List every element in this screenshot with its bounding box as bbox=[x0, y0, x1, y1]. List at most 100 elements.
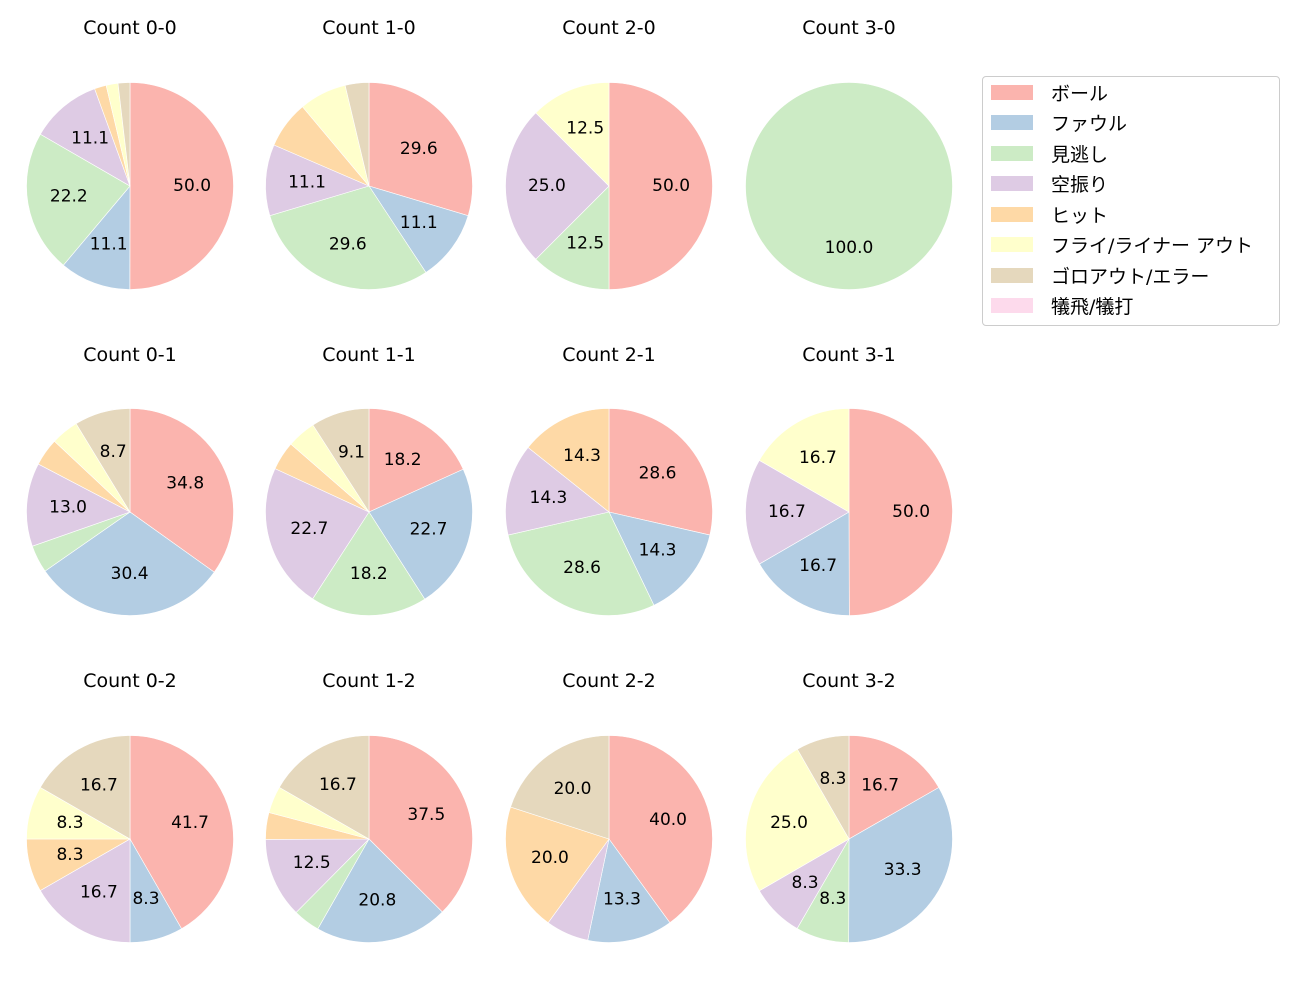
pie-slice bbox=[848, 787, 953, 943]
legend-item-fly-liner-out: フライ/ライナー アウト bbox=[991, 230, 1253, 260]
pie-title: Count 0-1 bbox=[83, 344, 177, 366]
pie-title: Count 1-2 bbox=[322, 670, 416, 692]
pie-slice bbox=[344, 82, 370, 187]
pie-slice bbox=[507, 511, 655, 616]
pie-slice bbox=[527, 408, 610, 513]
pie-slice bbox=[535, 185, 610, 290]
pie-slice bbox=[39, 88, 131, 187]
legend-label: 犠飛/犠打 bbox=[1051, 296, 1134, 318]
legend-swatch bbox=[991, 267, 1033, 283]
slice-label: 20.0 bbox=[531, 848, 569, 868]
pie-slice bbox=[510, 735, 610, 840]
pie-slice bbox=[608, 511, 711, 606]
pie-slice bbox=[62, 185, 131, 290]
slice-label: 14.3 bbox=[530, 488, 568, 508]
slice-label: 16.7 bbox=[861, 775, 899, 795]
legend-item-sacrifice: 犠飛/犠打 bbox=[991, 291, 1133, 321]
slice-label: 28.6 bbox=[639, 463, 677, 483]
legend-item-hit: ヒット bbox=[991, 199, 1108, 229]
slice-label: 8.3 bbox=[56, 845, 83, 865]
pie-title: Count 2-0 bbox=[562, 17, 656, 39]
pie-title: Count 3-2 bbox=[802, 670, 896, 692]
slice-label: 8.3 bbox=[819, 889, 846, 909]
pie-slice bbox=[129, 735, 234, 930]
slice-label: 16.7 bbox=[768, 502, 806, 522]
pie-slice bbox=[368, 82, 473, 217]
pie-slice bbox=[759, 511, 850, 616]
slice-label: 25.0 bbox=[528, 176, 566, 196]
pie-slice bbox=[117, 82, 131, 187]
pie-title: Count 1-1 bbox=[322, 344, 416, 366]
legend-label: ヒット bbox=[1051, 204, 1109, 227]
pie-slice bbox=[317, 838, 443, 943]
slice-label: 11.1 bbox=[288, 172, 326, 192]
legend-item-called-strike: 見逃し bbox=[991, 138, 1108, 168]
slice-label: 18.2 bbox=[384, 450, 422, 470]
legend-swatch bbox=[991, 176, 1033, 191]
pie-title: Count 1-0 bbox=[322, 17, 416, 39]
pie-chart: 34.8 30.4 13.0 8.7 bbox=[26, 408, 234, 616]
slice-label: 16.7 bbox=[799, 448, 837, 468]
slice-label: 13.0 bbox=[49, 498, 87, 518]
slice-label: 50.0 bbox=[173, 176, 211, 196]
slice-label: 14.3 bbox=[639, 541, 677, 561]
slice-label: 16.7 bbox=[799, 556, 837, 576]
pie-chart: 40.0 13.3 20.0 20.0 bbox=[505, 735, 713, 943]
slice-label: 8.3 bbox=[132, 889, 159, 909]
slice-label: 16.7 bbox=[80, 883, 118, 903]
pie-chart: 28.6 14.3 28.6 14.3 14.3 bbox=[505, 408, 713, 616]
slice-label: 28.6 bbox=[563, 558, 601, 578]
pie-slice bbox=[608, 735, 713, 924]
pie-chart: 50.0 16.7 16.7 16.7 bbox=[745, 408, 953, 616]
pie-slice bbox=[26, 133, 131, 266]
pie-slice bbox=[129, 408, 234, 573]
pie-slice bbox=[368, 408, 464, 513]
legend-swatch bbox=[991, 115, 1033, 130]
pie-slice bbox=[758, 408, 850, 513]
slice-label: 16.7 bbox=[80, 775, 118, 795]
pie-slice bbox=[505, 447, 610, 536]
legend-swatch bbox=[991, 206, 1033, 222]
pie-slice bbox=[587, 838, 671, 943]
pie-slice bbox=[368, 185, 469, 273]
pie-title: Count 0-0 bbox=[83, 17, 177, 39]
pie-chart: 18.2 22.7 18.2 22.7 9.1 bbox=[265, 408, 473, 616]
slice-label: 22.7 bbox=[410, 520, 448, 540]
pie-slice bbox=[745, 82, 953, 290]
pie-chart: 16.733.38.38.325.08.3 bbox=[745, 735, 953, 943]
slice-label: 9.1 bbox=[338, 442, 365, 462]
pie-slice bbox=[39, 838, 131, 943]
pie-chart: 37.5 20.8 12.5 16.7 bbox=[265, 735, 473, 943]
slice-label: 20.8 bbox=[358, 891, 396, 911]
pie-slice bbox=[796, 735, 850, 841]
legend-swatch bbox=[991, 84, 1033, 100]
slice-label: 16.7 bbox=[319, 775, 357, 795]
legend-item-ball: ボール bbox=[991, 77, 1108, 107]
slice-label: 41.7 bbox=[171, 813, 209, 833]
pie-slice bbox=[129, 82, 234, 290]
pie-slice bbox=[505, 806, 610, 924]
pie-slice bbox=[848, 408, 953, 616]
slice-label: 8.3 bbox=[819, 769, 846, 789]
pie-title: Count 3-0 bbox=[802, 17, 896, 39]
pie-slice bbox=[75, 408, 131, 514]
legend-swatch bbox=[991, 145, 1033, 161]
slice-label: 11.1 bbox=[400, 213, 438, 233]
slice-label: 34.8 bbox=[166, 474, 204, 494]
pie-slice bbox=[265, 468, 370, 600]
slice-label: 12.5 bbox=[566, 119, 604, 139]
pie-chart: 50.0 12.5 25.0 12.5 bbox=[505, 82, 713, 290]
pie-title: Count 2-2 bbox=[562, 670, 656, 692]
slice-label: 50.0 bbox=[652, 176, 690, 196]
pie-chart: 50.0 11.1 22.2 11.1 bbox=[26, 82, 234, 290]
slice-label: 8.7 bbox=[100, 442, 127, 462]
slice-label: 12.5 bbox=[293, 853, 331, 873]
legend-label: ボール bbox=[1051, 82, 1109, 105]
slice-label: 29.6 bbox=[329, 234, 367, 254]
legend: ボール ファウル 見逃し 空振り ヒット フライ/ライナー アウト ゴロアウト/… bbox=[982, 76, 1280, 326]
slice-label: 14.3 bbox=[563, 446, 601, 466]
legend-label: 見逃し bbox=[1051, 143, 1109, 166]
slice-label: 8.3 bbox=[792, 873, 819, 893]
pie-slice bbox=[745, 459, 850, 565]
